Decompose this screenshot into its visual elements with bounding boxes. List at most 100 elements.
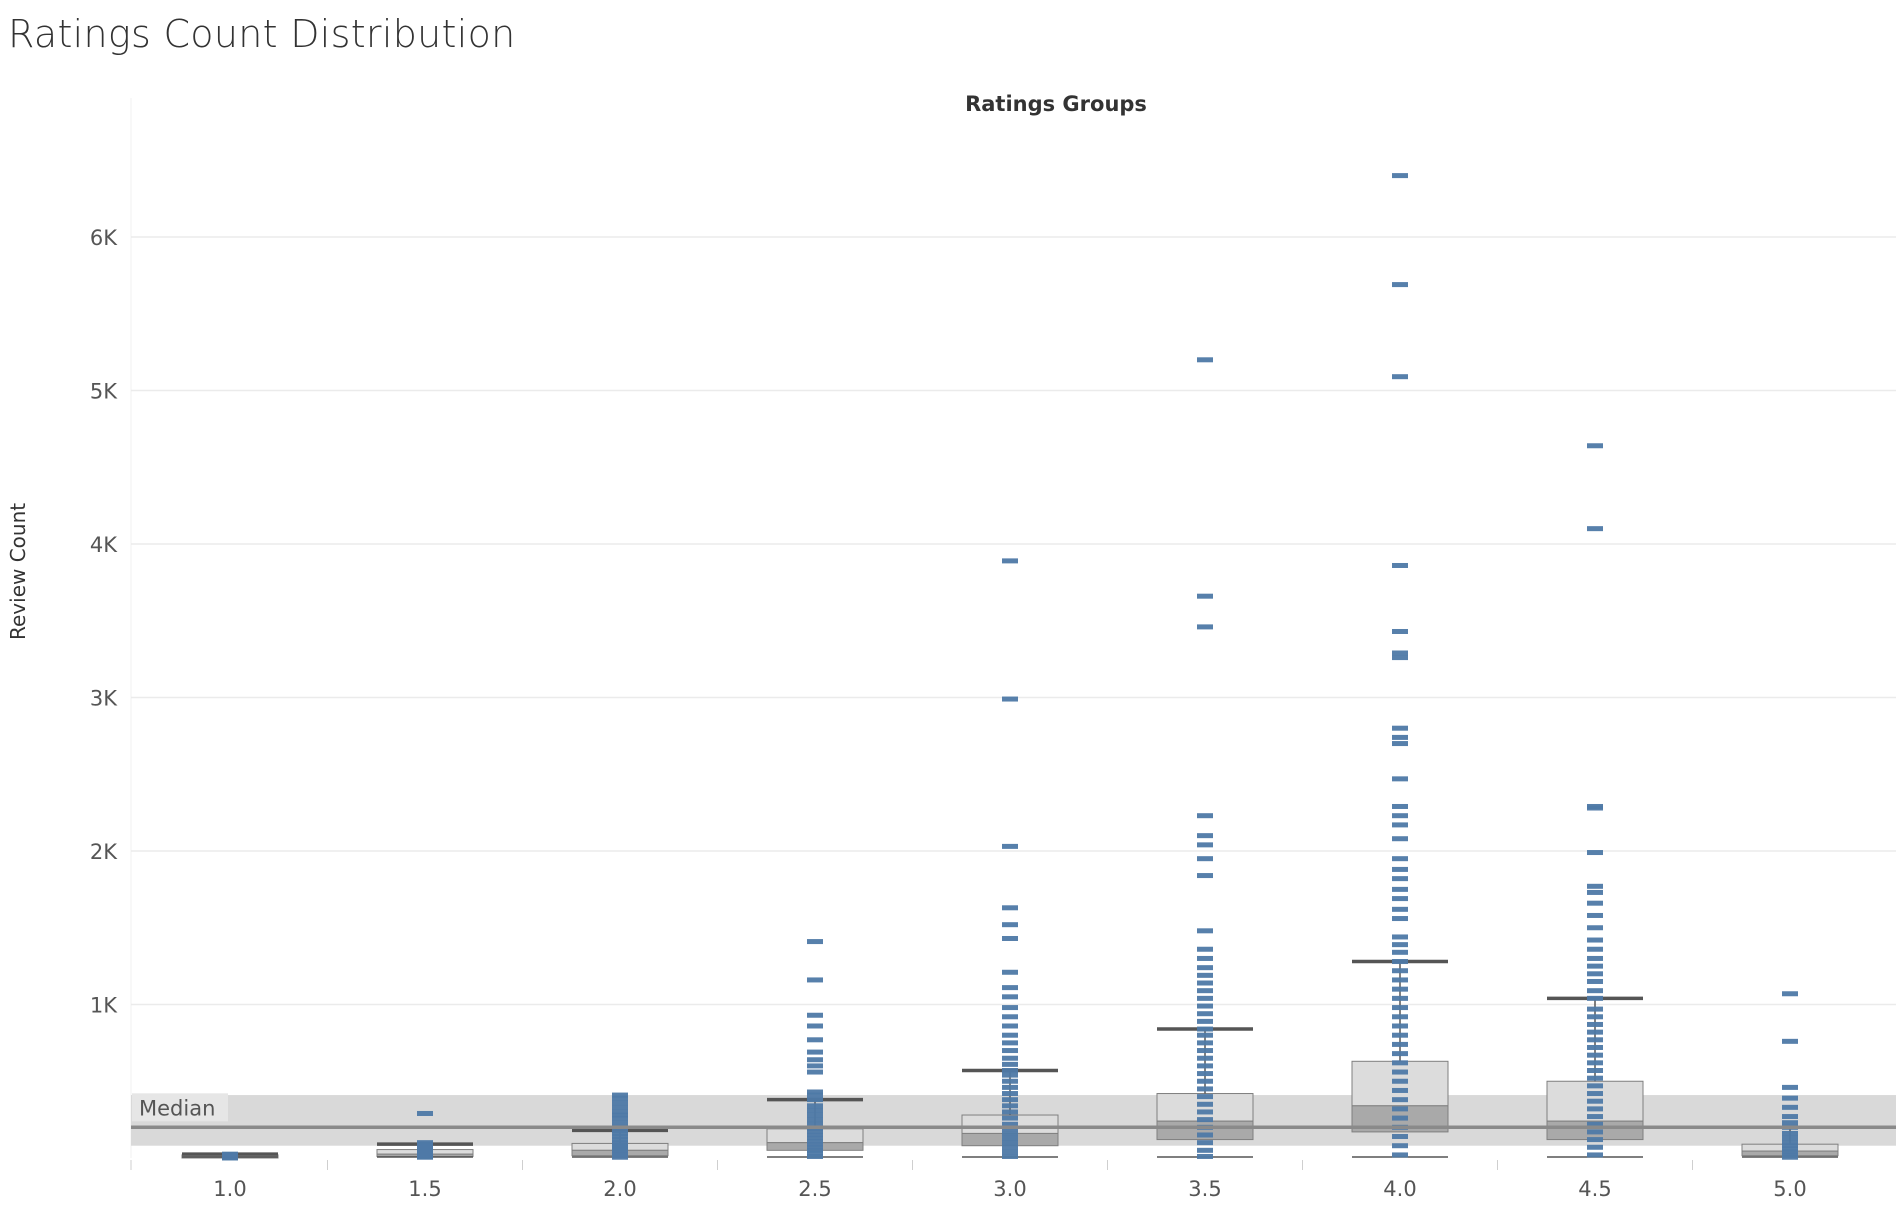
mark-2.5-12 <box>807 1112 823 1118</box>
mark-4.5-27 <box>1587 937 1603 943</box>
y-tick-label-1K: 1K <box>90 994 118 1018</box>
mark-4.0-24 <box>1392 934 1408 940</box>
mark-3.0-14 <box>1002 1078 1018 1084</box>
mark-3.0-33 <box>1002 558 1018 564</box>
mark-4.5-32 <box>1587 883 1603 889</box>
mark-5.0-14 <box>1782 1038 1798 1044</box>
mark-3.5-22 <box>1197 988 1213 994</box>
marks-1.0 <box>222 1151 238 1161</box>
mark-3.5-15 <box>1197 1040 1213 1046</box>
mark-5.0-11 <box>1782 1104 1798 1110</box>
mark-4.0-41 <box>1392 650 1408 656</box>
chart-title: Ratings Count Distribution <box>8 12 516 56</box>
mark-3.0-29 <box>1002 922 1018 928</box>
mark-3.5-13 <box>1197 1055 1213 1061</box>
x-axis: 1.0 1.5 2.0 2.5 3.0 3.5 4.0 4.5 5.0 <box>130 1160 1807 1201</box>
mark-3.0-8 <box>1002 1115 1018 1121</box>
mark-2.5-24 <box>807 1012 823 1018</box>
mark-4.0-42 <box>1392 628 1408 634</box>
mark-4.5-23 <box>1587 971 1603 977</box>
mark-3.0-31 <box>1002 843 1018 849</box>
mark-4.5-30 <box>1587 900 1603 906</box>
mark-4.5-33 <box>1587 850 1603 856</box>
mark-4.5-26 <box>1587 946 1603 952</box>
x-tick-label-1.0: 1.0 <box>213 1177 246 1201</box>
mark-4.5-10 <box>1587 1075 1603 1081</box>
mark-4.0-37 <box>1392 741 1408 747</box>
mark-4.5-15 <box>1587 1037 1603 1043</box>
y-tick-label-3K: 3K <box>90 687 118 711</box>
mark-4.5-5 <box>1587 1114 1603 1120</box>
mark-4.0-1 <box>1392 1143 1408 1149</box>
mark-4.0-43 <box>1392 562 1408 568</box>
mark-3.0-9 <box>1002 1109 1018 1115</box>
mark-2.0-11 <box>612 1127 628 1133</box>
x-tick-label-1.5: 1.5 <box>408 1177 441 1201</box>
mark-2.5-22 <box>807 1037 823 1043</box>
mark-2.0-16 <box>612 1109 628 1115</box>
mark-2.5-15 <box>807 1097 823 1103</box>
mark-2.5-6 <box>807 1135 823 1141</box>
mark-4.5-12 <box>1587 1060 1603 1066</box>
mark-4.5-0 <box>1587 1152 1603 1158</box>
mark-3.0-15 <box>1002 1072 1018 1078</box>
mark-4.0-44 <box>1392 374 1408 380</box>
mark-4.5-18 <box>1587 1014 1603 1020</box>
mark-4.0-6 <box>1392 1097 1408 1103</box>
mark-4.0-39 <box>1392 725 1408 731</box>
mark-3.0-13 <box>1002 1084 1018 1090</box>
marks-4.5 <box>1587 443 1603 1158</box>
y-tick-label-6K: 6K <box>90 226 118 250</box>
mark-3.0-30 <box>1002 905 1018 911</box>
mark-4.0-28 <box>1392 886 1408 892</box>
mark-3.0-27 <box>1002 969 1018 975</box>
mark-5.0-13 <box>1782 1084 1798 1090</box>
mark-4.0-26 <box>1392 906 1408 912</box>
data-marks <box>222 173 1798 1161</box>
y-tick-label-2K: 2K <box>90 840 118 864</box>
mark-4.0-40 <box>1392 655 1408 661</box>
mark-3.5-3 <box>1197 1132 1213 1138</box>
mark-2.5-26 <box>807 939 823 945</box>
mark-5.0-15 <box>1782 991 1798 997</box>
mark-4.0-10 <box>1392 1060 1408 1066</box>
mark-3.0-18 <box>1002 1055 1018 1061</box>
mark-4.0-7 <box>1392 1087 1408 1093</box>
mark-3.0-0 <box>1002 1153 1018 1159</box>
mark-2.5-19 <box>807 1063 823 1069</box>
mark-4.0-18 <box>1392 986 1408 992</box>
mark-2.0-15 <box>612 1112 628 1118</box>
mark-3.5-7 <box>1197 1101 1213 1107</box>
marks-4.0 <box>1392 173 1408 1158</box>
mark-3.5-20 <box>1197 1003 1213 1009</box>
mark-3.0-2 <box>1002 1144 1018 1150</box>
mark-3.0-28 <box>1002 935 1018 941</box>
mark-3.5-16 <box>1197 1032 1213 1038</box>
mark-4.5-3 <box>1587 1129 1603 1135</box>
mark-4.0-19 <box>1392 977 1408 983</box>
mark-4.0-25 <box>1392 916 1408 922</box>
mark-3.0-26 <box>1002 985 1018 991</box>
mark-2.5-17 <box>807 1089 823 1095</box>
mark-2.5-8 <box>807 1129 823 1135</box>
mark-2.5-11 <box>807 1117 823 1123</box>
mark-3.5-14 <box>1197 1048 1213 1054</box>
mark-4.0-5 <box>1392 1106 1408 1112</box>
mark-4.5-31 <box>1587 889 1603 895</box>
marks-3.0 <box>1002 558 1018 1159</box>
mark-4.0-33 <box>1392 822 1408 828</box>
mark-3.5-29 <box>1197 873 1213 879</box>
mark-3.0-3 <box>1002 1140 1018 1146</box>
mark-3.5-30 <box>1197 856 1213 862</box>
x-tick-label-4.0: 4.0 <box>1383 1177 1416 1201</box>
mark-4.0-38 <box>1392 734 1408 740</box>
mark-2.5-25 <box>807 977 823 983</box>
mark-3.5-28 <box>1197 928 1213 934</box>
mark-5.0-4 <box>1782 1143 1798 1149</box>
mark-3.0-5 <box>1002 1130 1018 1136</box>
mark-3.0-4 <box>1002 1135 1018 1141</box>
mark-4.5-22 <box>1587 978 1603 984</box>
mark-3.5-36 <box>1197 357 1213 363</box>
mark-4.0-11 <box>1392 1051 1408 1057</box>
reference-label-bg <box>132 1093 228 1122</box>
